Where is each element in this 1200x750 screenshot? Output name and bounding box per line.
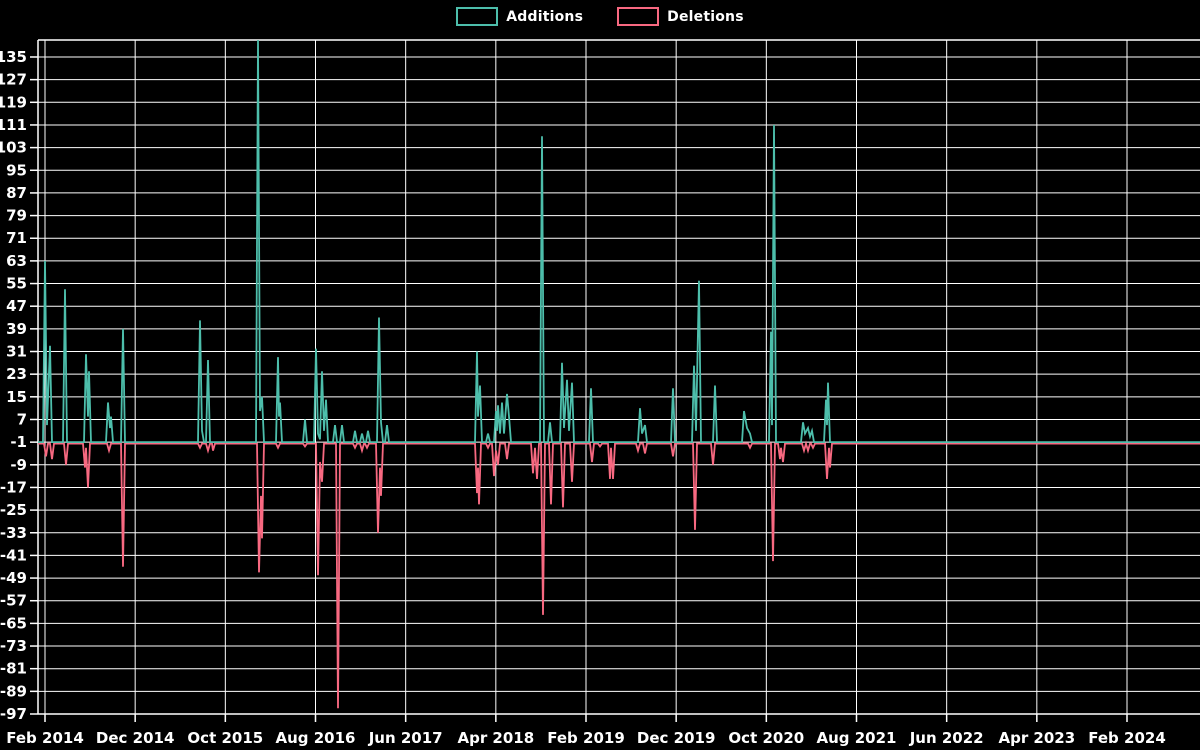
y-tick-label: 63 [6, 252, 27, 270]
y-tick-label: 103 [0, 139, 27, 157]
y-tick-label: 47 [6, 297, 27, 315]
y-tick-label: 95 [6, 161, 27, 179]
deletions-swatch-icon [617, 7, 660, 26]
x-tick-label: Dec 2019 [637, 729, 716, 747]
y-tick-label: -17 [0, 478, 27, 496]
x-tick-label: Feb 2019 [547, 729, 625, 747]
x-tick-label: Apr 2018 [457, 729, 534, 747]
y-tick-label: -1 [10, 433, 27, 451]
tick-marks [30, 56, 1128, 722]
y-tick-label: -89 [0, 682, 27, 700]
y-tick-label: 87 [6, 184, 27, 202]
additions-swatch-icon [456, 7, 499, 26]
y-tick-label: 39 [6, 320, 27, 338]
x-tick-labels: Feb 2014 Dec 2014 Oct 2015 Aug 2016 Jun 2017… [6, 729, 1166, 747]
x-tick-label: Oct 2015 [187, 729, 263, 747]
x-tick-label: Aug 2021 [817, 729, 897, 747]
y-tick-label: -65 [0, 614, 27, 632]
y-tick-label: -33 [0, 524, 27, 542]
y-tick-label: 111 [0, 116, 27, 134]
y-tick-label: 7 [17, 410, 27, 428]
x-tick-label: Jun 2017 [368, 729, 443, 747]
y-tick-label: -49 [0, 569, 27, 587]
x-tick-label: Jun 2022 [909, 729, 984, 747]
gridlines [38, 40, 1200, 715]
y-tick-label: -25 [0, 501, 27, 519]
y-tick-label: 127 [0, 71, 27, 89]
y-tick-label: 23 [6, 365, 27, 383]
chart-legend: Additions Deletions [0, 7, 1200, 26]
y-tick-label: 55 [6, 275, 27, 293]
y-tick-label: -9 [10, 456, 27, 474]
x-tick-label: Aug 2016 [276, 729, 356, 747]
x-tick-label: Oct 2020 [728, 729, 804, 747]
additions-line [38, 39, 1200, 444]
y-tick-label: 71 [6, 229, 27, 247]
y-tick-label: 119 [0, 93, 27, 111]
x-tick-label: Dec 2014 [96, 729, 175, 747]
y-tick-labels: 135 127 119 111 103 95 87 79 71 63 55 47 39 31 23 15 7 -1… [0, 48, 27, 723]
x-tick-label: Apr 2023 [998, 729, 1075, 747]
deletions-line [38, 440, 1200, 709]
legend-label-deletions: Deletions [667, 8, 744, 25]
y-tick-label: -73 [0, 637, 27, 655]
y-tick-label: 15 [6, 388, 27, 406]
y-tick-label: -97 [0, 705, 27, 723]
y-tick-label: -81 [0, 660, 27, 678]
y-tick-label: 135 [0, 48, 27, 66]
legend-label-additions: Additions [506, 8, 584, 25]
legend-item-additions: Additions [456, 7, 583, 26]
x-tick-label: Feb 2014 [6, 729, 84, 747]
legend-item-deletions: Deletions [617, 7, 744, 26]
y-tick-label: -57 [0, 592, 27, 610]
axes-spines [37, 39, 1200, 715]
y-tick-label: 79 [6, 207, 27, 225]
y-tick-label: -41 [0, 546, 27, 564]
y-tick-label: 31 [6, 343, 27, 361]
x-tick-label: Feb 2024 [1088, 729, 1166, 747]
